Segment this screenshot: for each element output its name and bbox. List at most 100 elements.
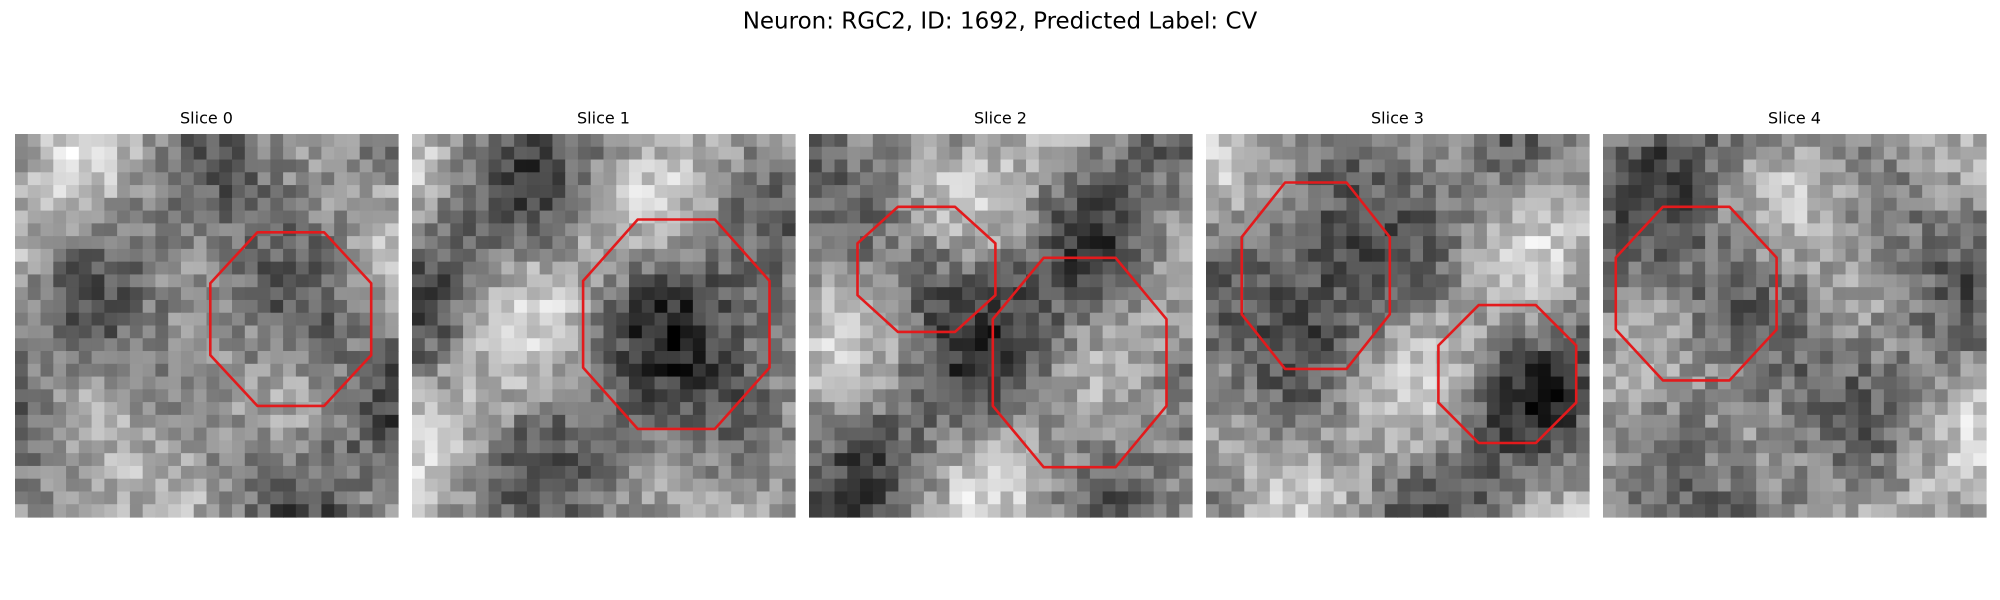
pixel <box>860 248 874 263</box>
pixel <box>501 351 515 365</box>
pixel <box>424 236 439 250</box>
pixel <box>1153 185 1168 199</box>
pixel <box>756 338 771 352</box>
pixel <box>1730 248 1745 263</box>
pixel <box>1013 338 1027 352</box>
pixel <box>346 338 361 352</box>
pixel <box>283 478 297 493</box>
pixel <box>1603 299 1617 314</box>
pixel <box>1166 453 1180 467</box>
pixel <box>1563 376 1577 390</box>
pixel <box>756 287 771 301</box>
pixel <box>1435 223 1450 237</box>
pixel <box>1179 261 1193 276</box>
pixel <box>1615 274 1630 288</box>
pixel <box>1960 491 1974 505</box>
pixel <box>1089 427 1104 441</box>
pixel <box>718 248 732 263</box>
pixel <box>1064 223 1078 237</box>
pixel <box>1384 363 1399 378</box>
pixel <box>590 274 605 288</box>
pixel <box>1089 210 1104 224</box>
pixel <box>1730 185 1745 199</box>
pixel <box>1871 351 1885 365</box>
pixel <box>232 338 246 352</box>
pixel <box>692 248 707 263</box>
pixel <box>193 312 208 327</box>
pixel <box>1576 338 1590 352</box>
pixel <box>308 351 322 365</box>
pixel <box>692 363 707 378</box>
pixel <box>1371 146 1386 161</box>
pixel <box>334 325 348 339</box>
pixel <box>1525 197 1539 212</box>
pixel <box>974 504 989 518</box>
pixel <box>142 351 157 365</box>
pixel <box>834 185 848 199</box>
pixel <box>1474 491 1488 505</box>
pixel <box>193 299 208 314</box>
pixel <box>667 478 681 493</box>
pixel <box>78 402 93 416</box>
pixel <box>1909 223 1923 237</box>
pixel <box>936 389 951 403</box>
pixel <box>1654 389 1668 403</box>
pixel <box>949 134 963 148</box>
pixel <box>1166 376 1180 390</box>
pixel <box>270 197 284 212</box>
pixel <box>1179 453 1193 467</box>
pixel <box>987 427 1002 441</box>
pixel <box>1947 274 1962 288</box>
pixel <box>1000 223 1014 237</box>
pixel <box>1257 261 1271 276</box>
pixel <box>577 414 592 429</box>
pixel <box>257 274 271 288</box>
pixel <box>1525 134 1539 148</box>
pixel <box>1333 453 1348 467</box>
pixel <box>129 491 144 505</box>
pixel <box>1333 197 1348 212</box>
pixel <box>180 312 195 327</box>
pixel <box>885 248 899 263</box>
pixel <box>1384 414 1399 429</box>
pixel <box>949 465 963 480</box>
pixel <box>15 427 29 441</box>
pixel <box>705 134 719 148</box>
pixel <box>334 440 348 454</box>
pixel <box>1410 274 1424 288</box>
pixel <box>450 146 464 161</box>
pixel <box>603 414 617 429</box>
pixel <box>104 491 118 505</box>
pixel <box>1397 274 1411 288</box>
pixel <box>692 287 707 301</box>
pixel <box>1563 299 1577 314</box>
pixel <box>1768 465 1783 480</box>
pixel <box>40 453 54 467</box>
pixel <box>898 351 912 365</box>
pixel <box>1730 312 1745 327</box>
pixel <box>1295 504 1309 518</box>
pixel <box>1858 389 1872 403</box>
pixel <box>180 134 195 148</box>
pixel <box>1858 427 1872 441</box>
pixel <box>1474 185 1488 199</box>
pixel <box>219 197 233 212</box>
pixel <box>27 440 42 454</box>
pixel <box>53 274 67 288</box>
pixel <box>129 172 144 186</box>
pixel <box>731 427 745 441</box>
pixel <box>1781 134 1796 148</box>
pixel <box>1115 261 1129 276</box>
pixel <box>1026 389 1040 403</box>
pixel <box>1051 351 1065 365</box>
pixel <box>1486 223 1501 237</box>
pixel <box>475 146 490 161</box>
pixel <box>475 376 490 390</box>
pixel <box>1244 465 1258 480</box>
pixel <box>1512 185 1526 199</box>
pixel <box>232 236 246 250</box>
pixel <box>1756 363 1770 378</box>
pixel <box>821 491 836 505</box>
pixel <box>1537 465 1552 480</box>
pixel <box>1089 312 1104 327</box>
